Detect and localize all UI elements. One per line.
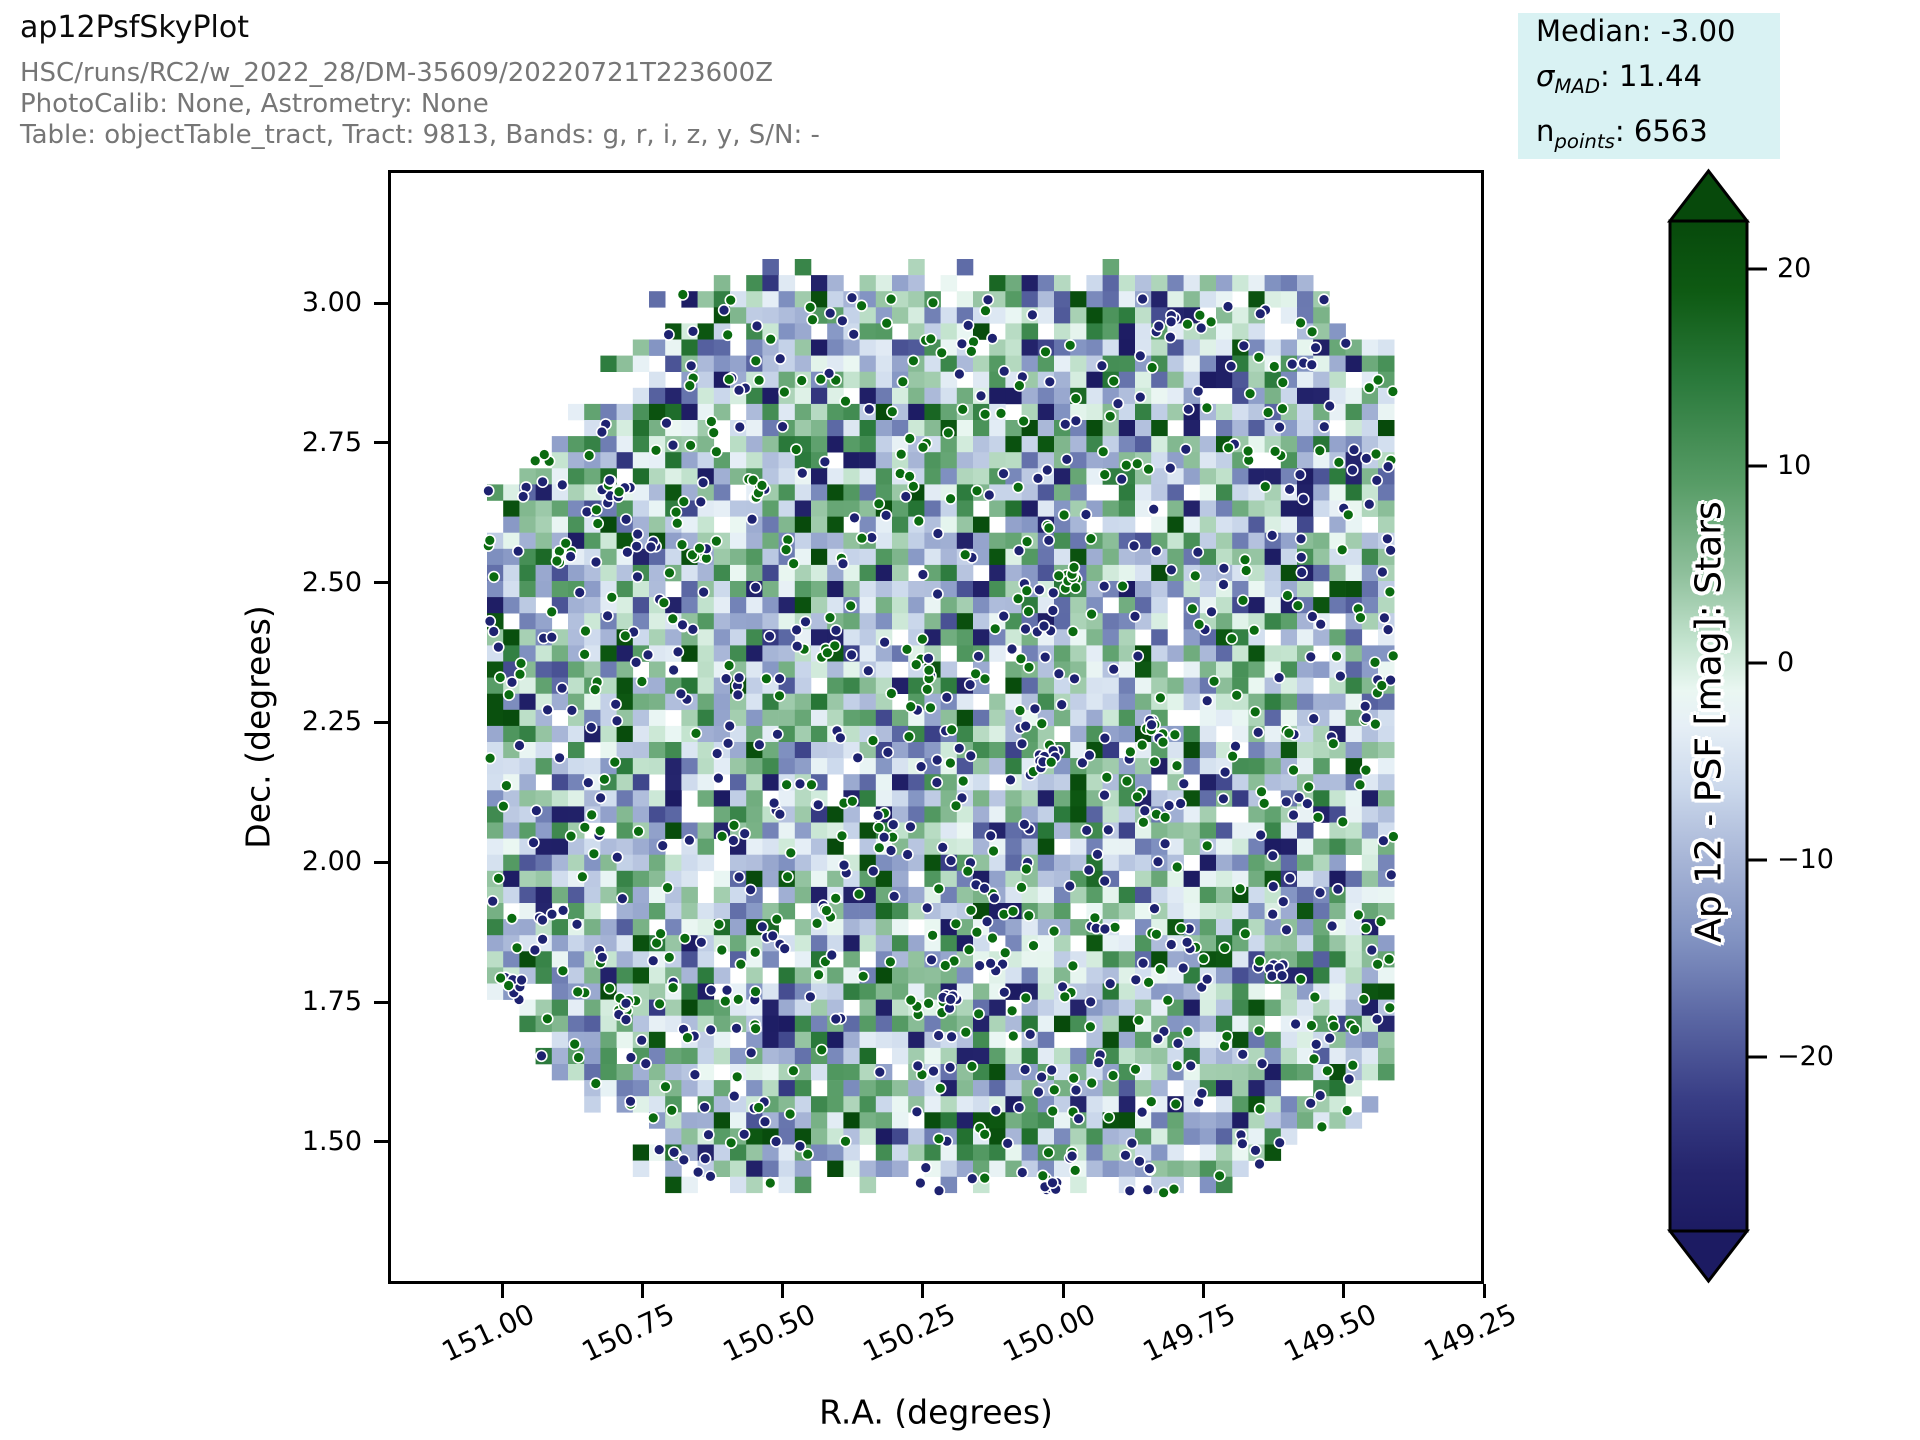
binned-median-heatmap <box>487 259 1395 1194</box>
x-tick-label: 150.75 <box>577 1297 680 1369</box>
x-tick-mark <box>1482 1284 1486 1298</box>
x-tick-mark <box>640 1284 644 1298</box>
colorbar-tick-label: 20 <box>1777 253 1812 284</box>
colorbar-extend-min-arrow <box>1666 1229 1751 1284</box>
y-tick-label: 2.50 <box>301 566 362 598</box>
star-scatter-points <box>482 288 1400 1199</box>
y-tick-mark <box>374 581 388 585</box>
y-tick-mark <box>374 1140 388 1144</box>
plot-area <box>388 170 1484 1284</box>
x-tick-mark <box>1201 1284 1205 1298</box>
x-tick-label: 150.50 <box>717 1297 821 1369</box>
page-title: ap12PsfSkyPlot <box>20 10 249 45</box>
y-tick-mark <box>374 301 388 305</box>
x-tick-label: 151.00 <box>436 1297 540 1369</box>
header-calib-line: PhotoCalib: None, Astrometry: None <box>20 89 489 119</box>
x-tick-mark <box>1342 1284 1346 1298</box>
stat-median: Median: -3.00 <box>1536 13 1736 48</box>
y-tick-label: 1.50 <box>301 1125 362 1157</box>
y-tick-label: 2.25 <box>301 706 362 738</box>
y-tick-label: 2.00 <box>301 846 362 878</box>
y-tick-label: 3.00 <box>301 287 362 318</box>
colorbar-tick-label: 0 <box>1777 647 1795 678</box>
colorbar <box>1640 150 1920 1310</box>
colorbar-tick-label: −20 <box>1777 1041 1834 1072</box>
y-axis-label: Dec. (degrees) <box>238 605 278 849</box>
colorbar-extend-max-arrow <box>1666 168 1751 223</box>
x-tick-mark <box>921 1284 925 1298</box>
colorbar-gradient <box>1668 219 1749 1233</box>
colorbar-tick-label: −10 <box>1777 844 1834 875</box>
header-table-line: Table: objectTable_tract, Tract: 9813, B… <box>20 120 820 150</box>
y-tick-mark <box>374 441 388 445</box>
y-tick-mark <box>374 720 388 724</box>
x-tick-label: 150.00 <box>997 1297 1101 1369</box>
x-tick-label: 149.75 <box>1138 1297 1241 1369</box>
x-tick-label: 149.25 <box>1418 1297 1522 1369</box>
x-tick-mark <box>1061 1284 1065 1298</box>
y-tick-label: 1.75 <box>301 986 362 1018</box>
header-run-line: HSC/runs/RC2/w_2022_28/DM-35609/20220721… <box>20 58 774 88</box>
x-tick-mark <box>781 1284 785 1298</box>
x-tick-label: 149.50 <box>1278 1297 1382 1369</box>
y-tick-mark <box>374 1000 388 1004</box>
sky-heatmap <box>482 259 1400 1199</box>
x-axis-label: R.A. (degrees) <box>819 1392 1053 1432</box>
stat-sigma-mad: σMAD: 11.44 <box>1536 58 1703 98</box>
y-tick-label: 2.75 <box>301 426 362 458</box>
colorbar-tick-label: 10 <box>1777 450 1812 481</box>
colorbar-label: Ap 12 - PSF [mag]: Stars <box>1688 501 1730 943</box>
stat-n-points: npoints: 6563 <box>1536 113 1708 153</box>
x-tick-mark <box>500 1284 504 1298</box>
y-tick-mark <box>374 860 388 864</box>
stats-box: Median: -3.00 σMAD: 11.44 npoints: 6563 <box>1518 13 1780 159</box>
x-tick-label: 150.25 <box>857 1297 961 1369</box>
